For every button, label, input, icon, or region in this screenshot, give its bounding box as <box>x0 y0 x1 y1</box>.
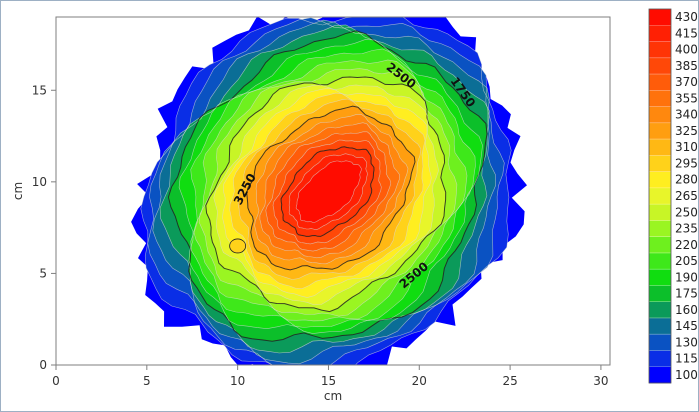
colorbar-label: 1450 <box>675 319 698 333</box>
contour-line-2050 <box>190 48 476 328</box>
colorbar-swatch-2800 <box>649 171 671 189</box>
x-tick-label: 5 <box>143 374 151 388</box>
contour-line-2200 <box>193 59 468 322</box>
colorbar-swatch-1150 <box>649 350 671 368</box>
colorbar-swatch-3100 <box>649 139 671 156</box>
contour-line-3100 <box>237 98 422 280</box>
contour-line-1750 <box>167 30 488 342</box>
colorbar-swatch-4150 <box>649 25 671 42</box>
colorbar-label: 3400 <box>675 108 698 122</box>
y-tick-label: 10 <box>32 175 47 189</box>
colorbar-swatch-2050 <box>649 252 671 270</box>
x-axis-ticks: 0 5 10 15 20 25 30 <box>52 365 609 388</box>
colorbar-swatch-3400 <box>649 106 671 124</box>
colorbar-label: 1900 <box>675 270 698 284</box>
contour-line-2800 <box>222 87 432 298</box>
colorbar-swatch-2650 <box>649 187 671 205</box>
colorbar-label: 4300 <box>675 10 698 24</box>
colorbar-label: 3100 <box>675 140 698 154</box>
contour-line-1600 <box>159 24 490 354</box>
y-tick-label: 0 <box>39 358 47 372</box>
x-tick-label: 30 <box>593 374 608 388</box>
colorbar-swatch-1300 <box>649 334 671 351</box>
colorbar-label: 1300 <box>675 335 698 349</box>
colorbar-label: 3850 <box>675 59 698 73</box>
colorbar-label: 4150 <box>675 26 698 40</box>
y-tick-label: 5 <box>39 266 47 280</box>
y-axis-label: cm <box>11 182 25 200</box>
colorbar-border <box>648 8 672 384</box>
colorbar-swatch-2200 <box>649 236 671 254</box>
colorbar-label: 2950 <box>675 156 698 170</box>
local-peak-marker <box>229 238 247 254</box>
x-tick-label: 25 <box>502 374 517 388</box>
colorbar-swatch-1450 <box>649 317 671 335</box>
contour-line-3250 <box>246 105 416 271</box>
colorbar-swatch-1000 <box>649 366 671 384</box>
colorbar-swatch-3850 <box>649 57 671 75</box>
colorbar-swatch-1750 <box>649 285 671 302</box>
y-tick-label: 15 <box>32 83 47 97</box>
contour-line-3400 <box>254 113 409 265</box>
contour-line-3550 <box>259 122 400 259</box>
colorbar-swatch-3550 <box>649 90 671 107</box>
colorbar-label: 3550 <box>675 91 698 105</box>
plot-border <box>55 16 611 366</box>
x-tick-label: 20 <box>412 374 427 388</box>
contour-line-1300 <box>147 17 505 365</box>
colorbar-swatch-4300 <box>649 9 671 26</box>
contour-line-2500 <box>205 76 447 313</box>
contour-line-1150 <box>140 17 512 365</box>
contour-band-4300 <box>296 160 362 223</box>
y-axis-ticks: 0 5 10 15 <box>32 83 56 372</box>
contour-line-4300 <box>295 160 362 223</box>
colorbar-label: 1600 <box>675 303 698 317</box>
contour-line-1450 <box>152 19 497 365</box>
colorbar-label: 2200 <box>675 238 698 252</box>
colorbar-label: 2650 <box>675 189 698 203</box>
colorbar-label: 3700 <box>675 75 698 89</box>
contour-line-1900 <box>178 39 483 334</box>
colorbar-swatch-1900 <box>649 269 671 286</box>
contour-line-2950 <box>229 92 426 290</box>
colorbar-label: 1750 <box>675 287 698 301</box>
colorbar-label: 1000 <box>675 368 698 382</box>
contour-line-2650 <box>213 84 439 306</box>
colorbar-label: 2050 <box>675 254 698 268</box>
colorbar-label: 2800 <box>675 173 698 187</box>
colorbar-label: 2500 <box>675 205 698 219</box>
x-tick-label: 15 <box>321 374 336 388</box>
contour-line-3850 <box>272 139 382 245</box>
colorbar-swatch-2350 <box>649 220 671 237</box>
contour-line-4150 <box>288 153 368 231</box>
colorbar-swatch-2500 <box>649 204 671 221</box>
contour-line-4000 <box>280 146 375 237</box>
contour-line-3700 <box>265 131 392 252</box>
x-axis-label: cm <box>324 389 342 403</box>
contour-lines <box>140 17 512 365</box>
x-tick-label: 0 <box>52 374 60 388</box>
colorbar-label: 3250 <box>675 124 698 138</box>
colorbar-label: 4000 <box>675 43 698 57</box>
colorbar-swatch-4000 <box>649 41 671 59</box>
colorbar-swatch-1600 <box>649 301 671 319</box>
colorbar-swatch-2950 <box>649 155 671 172</box>
colorbar-swatch-3700 <box>649 74 671 91</box>
colorbar-label: 2350 <box>675 222 698 236</box>
x-tick-label: 10 <box>230 374 245 388</box>
colorbar-swatch-3250 <box>649 122 671 140</box>
contour-line-2350 <box>198 68 458 317</box>
colorbar-label: 1150 <box>675 352 698 366</box>
colorbar: 1000 1150 1300 1450 1600 1750 1900 2050 2200 2350… <box>648 8 698 384</box>
